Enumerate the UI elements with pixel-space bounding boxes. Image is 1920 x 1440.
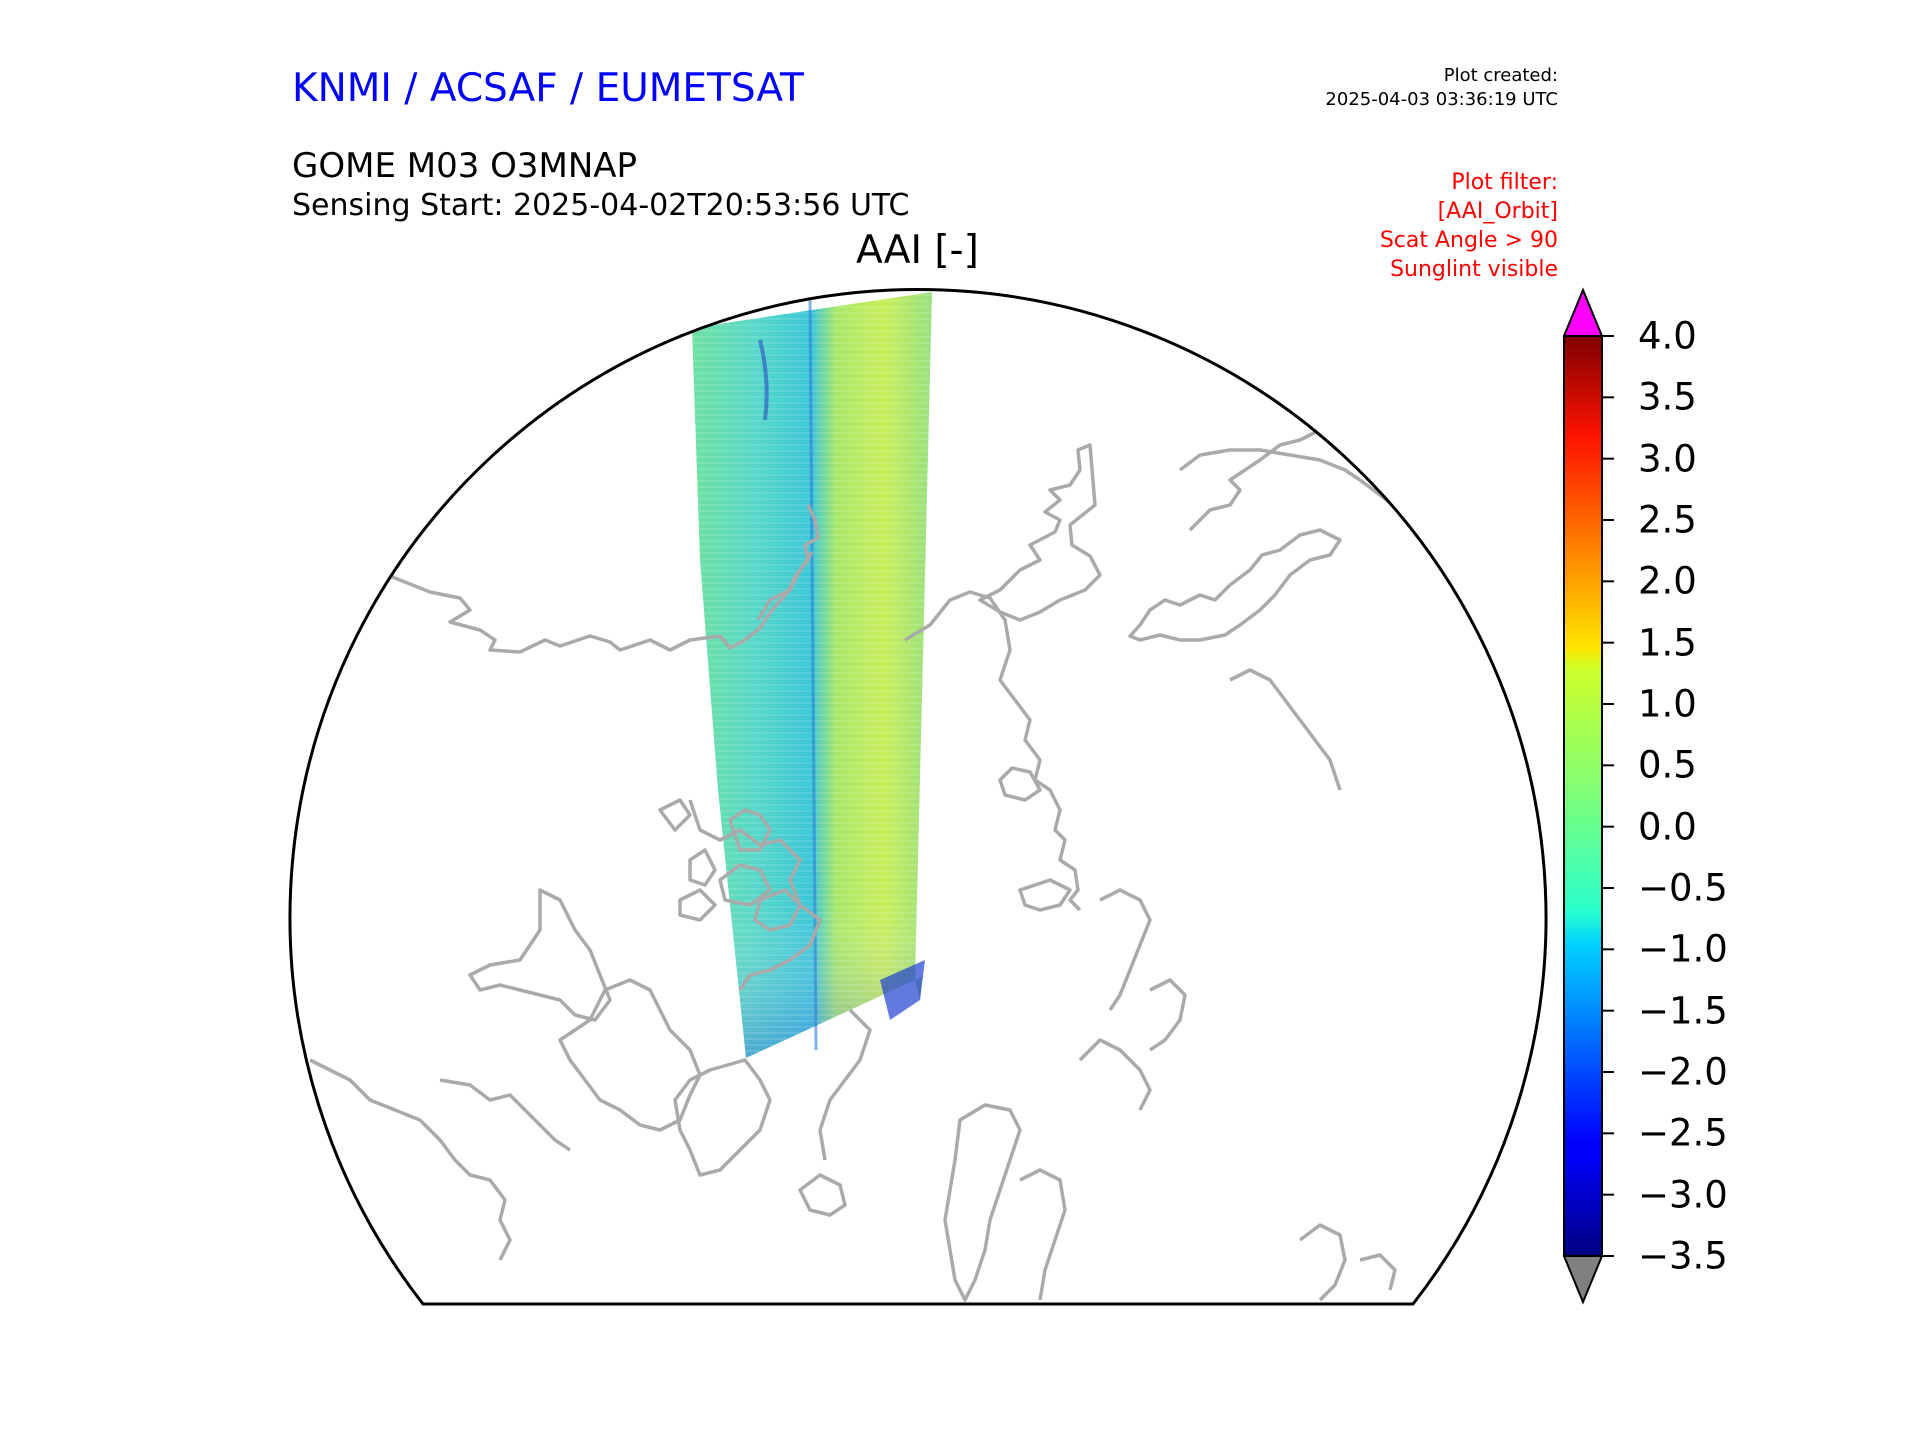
plot-created: Plot created: 2025-04-03 03:36:19 UTC <box>1325 64 1558 112</box>
colorbar-tick-label: −1.5 <box>1638 989 1728 1033</box>
colorbar-tick-label: 2.0 <box>1638 559 1697 603</box>
colorbar-tick-label: −2.5 <box>1638 1111 1728 1155</box>
product-title: GOME M03 O3MNAP <box>292 146 638 186</box>
colorbar-tick-label: 3.5 <box>1638 375 1697 419</box>
coastlines <box>309 418 1422 1302</box>
colorbar-tick-label: 0.0 <box>1638 805 1697 849</box>
colorbar-tick-label: −3.0 <box>1638 1173 1728 1217</box>
colorbar-tick-label: 1.5 <box>1638 621 1697 665</box>
filter-line: Sunglint visible <box>1390 257 1558 282</box>
colorbar-tick-label: −0.5 <box>1638 866 1728 910</box>
plot-filters: Plot filter: [AAI_Orbit] Scat Angle > 90… <box>1380 168 1558 284</box>
colorbar-tick-label: −1.0 <box>1638 927 1728 971</box>
variable-title: AAI [-] <box>856 228 979 273</box>
plot-created-label: Plot created: <box>1443 65 1558 86</box>
plot-created-time: 2025-04-03 03:36:19 UTC <box>1325 89 1558 110</box>
colorbar-tick-label: 1.0 <box>1638 682 1697 726</box>
org-title: KNMI / ACSAF / EUMETSAT <box>292 66 804 111</box>
sensing-start: Sensing Start: 2025-04-02T20:53:56 UTC <box>292 188 910 223</box>
colorbar-tick-label: −3.5 <box>1638 1234 1728 1278</box>
colorbar <box>1562 287 1614 1305</box>
colorbar-tick-label: 0.5 <box>1638 743 1697 787</box>
colorbar-extend-max <box>1562 287 1604 337</box>
colorbar-tick-label: 4.0 <box>1638 314 1697 358</box>
map-boundary <box>288 288 1548 1306</box>
filter-line: Plot filter: <box>1451 170 1558 195</box>
filter-line: [AAI_Orbit] <box>1437 199 1558 224</box>
colorbar-tick-label: 2.5 <box>1638 498 1697 542</box>
colorbar-tick-label: 3.0 <box>1638 437 1697 481</box>
filter-line: Scat Angle > 90 <box>1379 228 1558 253</box>
colorbar-extend-min <box>1562 1255 1604 1305</box>
colorbar-tick-label: −2.0 <box>1638 1050 1728 1094</box>
